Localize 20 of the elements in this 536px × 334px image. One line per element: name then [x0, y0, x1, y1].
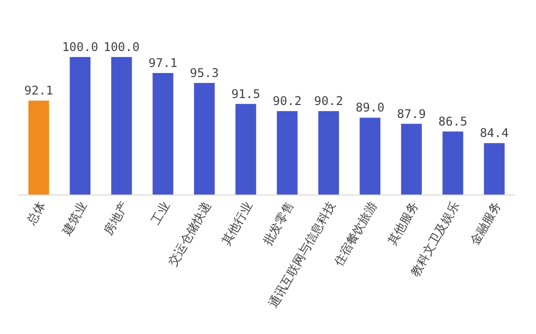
data-label: 95.3 — [190, 66, 219, 80]
x-tick-label: 总体 — [24, 199, 48, 228]
x-tick-label: 工业 — [148, 199, 172, 227]
data-label: 100.0 — [103, 40, 140, 54]
data-label: 84.4 — [480, 126, 509, 140]
x-tick-label: 金融服务 — [468, 199, 504, 248]
data-label: 89.0 — [356, 100, 384, 115]
x-tick-label: 房地产 — [100, 199, 131, 238]
data-label: 90.2 — [314, 94, 344, 108]
data-label: 100.0 — [62, 40, 98, 54]
data-label: 90.2 — [272, 94, 302, 108]
x-tick-label: 其他行业 — [219, 199, 256, 248]
data-label: 91.5 — [231, 86, 260, 101]
data-label: 97.1 — [148, 56, 178, 70]
data-label: 86.5 — [438, 114, 468, 129]
x-tick-label: 批发零售 — [260, 199, 297, 248]
data-label: 92.1 — [24, 84, 54, 98]
data-label: 87.9 — [397, 106, 426, 121]
x-tick-label: 其他服务 — [384, 199, 421, 248]
x-tick-label: 建筑业 — [58, 199, 90, 238]
